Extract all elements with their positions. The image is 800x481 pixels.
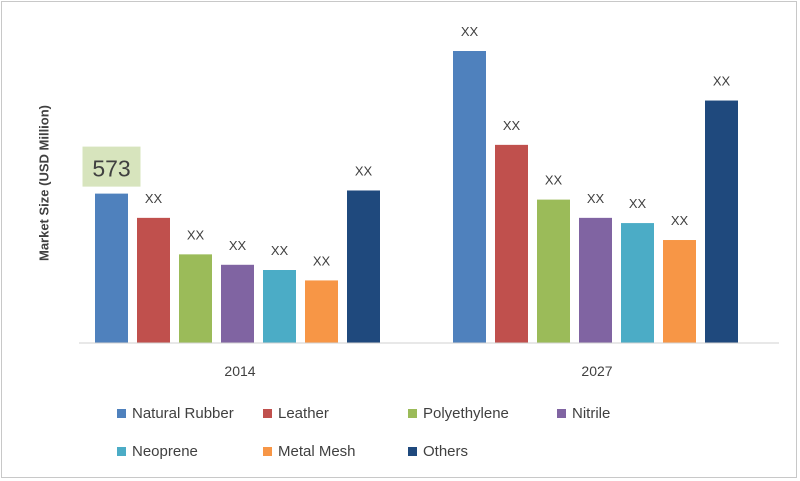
data-label: XX (587, 191, 605, 206)
data-label: XX (545, 173, 563, 188)
data-label: XX (187, 227, 205, 242)
bar-nitrile-2014 (221, 264, 254, 343)
x-tick-label-2014: 2014 (224, 363, 255, 379)
data-label: XX (355, 163, 373, 178)
data-label: XX (313, 253, 331, 268)
data-label: XX (145, 191, 163, 206)
data-label: XX (503, 118, 521, 133)
bar-leather-2014 (137, 217, 170, 343)
bar-metal-mesh-2027 (663, 240, 696, 343)
data-label-highlight: 573 (92, 156, 130, 182)
bar-natural-rubber-2027 (453, 51, 486, 343)
x-tick-label-2027: 2027 (581, 363, 612, 379)
bar-others-2014 (347, 190, 380, 343)
highlight-label-box (82, 146, 141, 187)
bar-nitrile-2027 (579, 217, 612, 343)
data-label: XX (671, 213, 689, 228)
bar-natural-rubber-2014 (95, 193, 128, 343)
data-label: XX (713, 74, 731, 89)
bar-leather-2027 (495, 144, 528, 343)
bar-polyethylene-2014 (179, 254, 212, 343)
bar-neoprene-2027 (621, 223, 654, 343)
data-label: XX (271, 243, 289, 258)
bar-neoprene-2014 (263, 270, 296, 343)
data-label: XX (629, 196, 647, 211)
data-label: XX (461, 24, 479, 39)
bar-metal-mesh-2014 (305, 280, 338, 343)
data-label: XX (229, 238, 247, 253)
bar-others-2027 (705, 100, 738, 344)
bar-polyethylene-2027 (537, 199, 570, 343)
